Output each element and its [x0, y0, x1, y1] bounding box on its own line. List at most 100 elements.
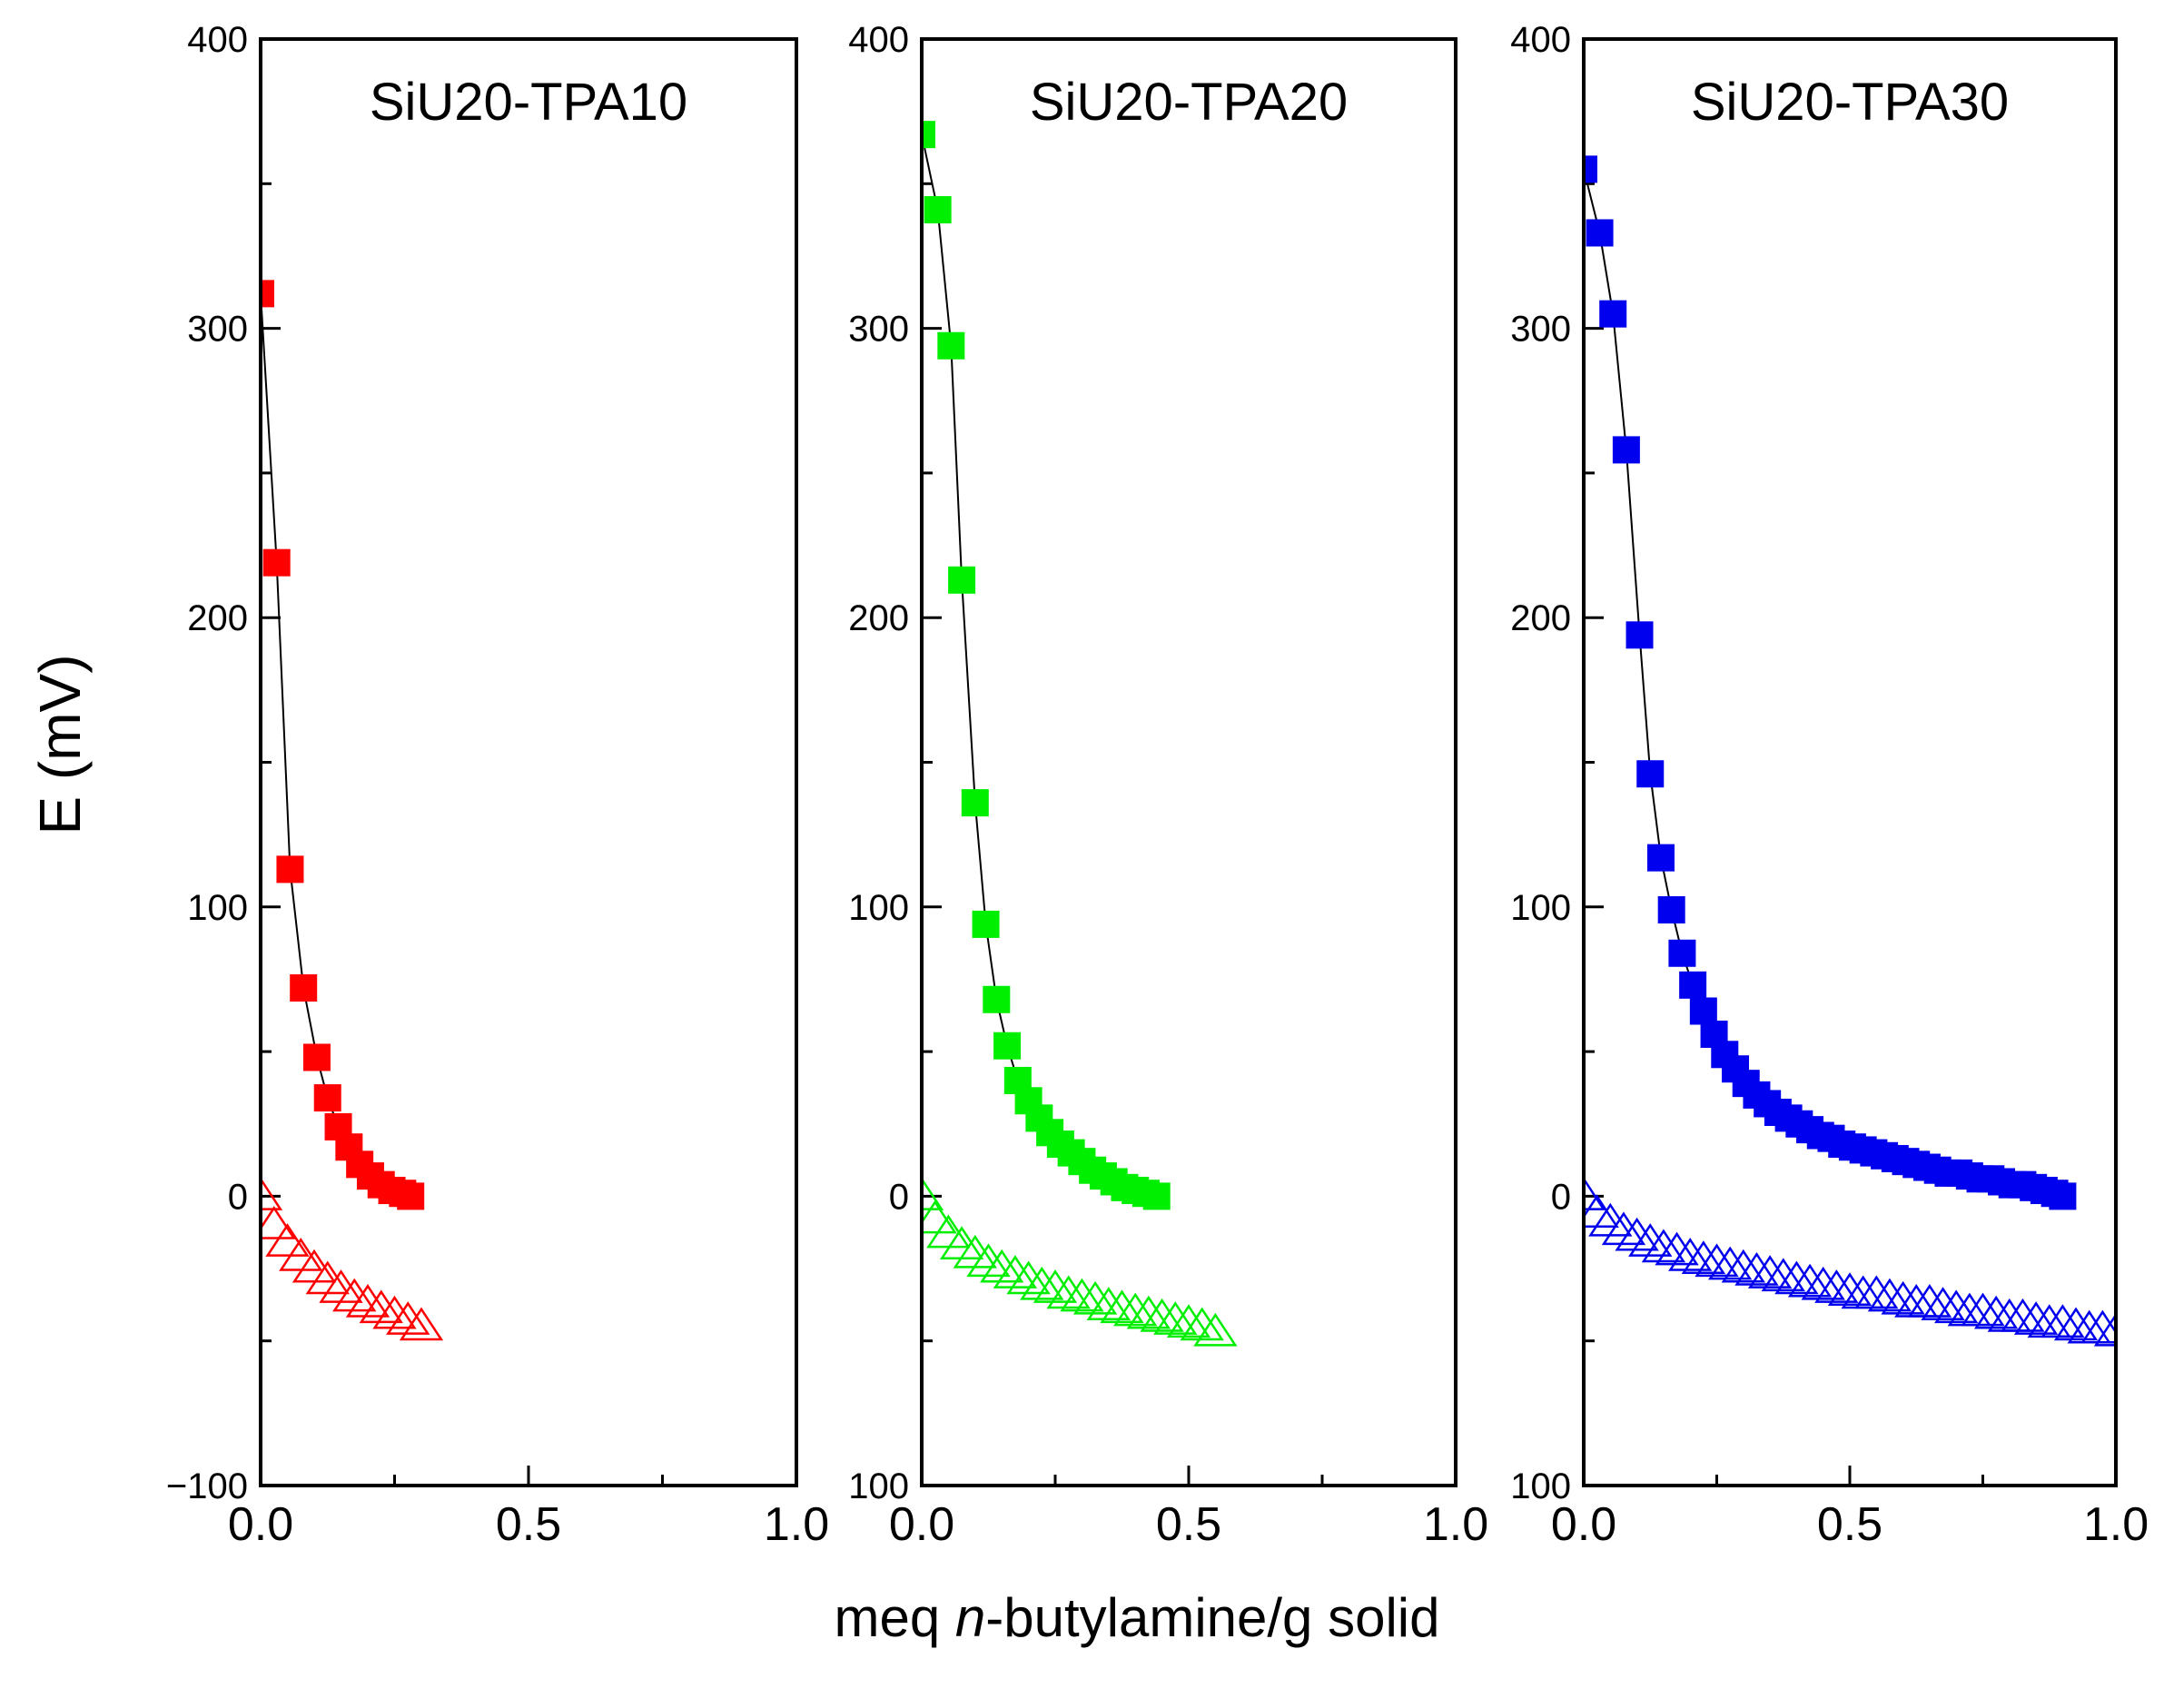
data-point-triangle: [1961, 1292, 2005, 1327]
y-tick-label: 100: [848, 1466, 909, 1506]
data-point-square: [1657, 895, 1685, 923]
panel-frame: [259, 37, 798, 1487]
data-point-square: [1689, 997, 1717, 1025]
data-point-triangle: [1761, 1258, 1805, 1292]
data-point-triangle: [1827, 1272, 1873, 1307]
data-point-triangle: [1072, 1280, 1118, 1315]
y-tick-label: 0: [1551, 1177, 1571, 1217]
data-point-triangle: [1020, 1266, 1064, 1300]
x-axis-title-italic: n: [955, 1587, 985, 1648]
data-point-triangle: [261, 1205, 296, 1239]
data-point-triangle: [1867, 1278, 1912, 1312]
data-point-triangle: [1787, 1263, 1833, 1298]
data-point-triangle: [305, 1260, 350, 1295]
data-point-square: [1646, 844, 1675, 872]
data-point-square: [922, 121, 935, 149]
data-point-square: [983, 985, 1011, 1013]
series-line: [261, 293, 411, 1198]
data-point-triangle: [1668, 1238, 1713, 1271]
x-tick-label: 0.5: [1156, 1498, 1221, 1551]
data-point-triangle: [1601, 1211, 1646, 1246]
panel-2-data: [922, 121, 1238, 1347]
data-point-square: [397, 1182, 425, 1210]
data-point-square: [1586, 219, 1614, 247]
y-tick-label: 100: [187, 888, 248, 928]
data-point-square: [924, 195, 952, 223]
data-point-triangle: [1774, 1260, 1819, 1295]
y-tick-label: 200: [848, 598, 909, 638]
data-point-triangle: [1584, 1177, 1606, 1210]
x-axis-title-part-1: meq: [834, 1587, 954, 1648]
panel-frame: [920, 37, 1457, 1487]
y-tick-label: 200: [1510, 598, 1571, 638]
series-line: [1584, 169, 2063, 1198]
data-point-triangle: [1166, 1304, 1211, 1338]
data-point-triangle: [1153, 1301, 1198, 1335]
y-axis-title: E (mV): [27, 654, 93, 834]
data-point-triangle: [1628, 1223, 1673, 1257]
x-tick-label: 0.0: [1551, 1498, 1616, 1551]
data-point-triangle: [2093, 1312, 2116, 1347]
data-point-square: [1612, 436, 1640, 464]
y-tick-label: 300: [848, 310, 909, 350]
y-tick-label: 0: [228, 1177, 248, 1217]
panel-title: SiU20-TPA20: [1030, 73, 1348, 132]
data-point-triangle: [1615, 1217, 1659, 1251]
data-point-square: [1679, 971, 1707, 999]
data-point-square: [1668, 939, 1696, 967]
data-point-triangle: [1695, 1243, 1739, 1278]
panel-title: SiU20-TPA30: [1691, 73, 2009, 132]
data-point-triangle: [1060, 1278, 1104, 1312]
y-tick-label: 100: [1510, 888, 1571, 928]
data-point-square: [2049, 1182, 2077, 1210]
x-tick-label: 0.0: [228, 1498, 293, 1551]
data-point-triangle: [2040, 1304, 2085, 1338]
data-point-triangle: [1100, 1289, 1144, 1324]
data-point-triangle: [1113, 1292, 1158, 1327]
data-point-triangle: [1973, 1295, 2019, 1329]
data-point-triangle: [1747, 1255, 1793, 1288]
data-point-triangle: [1033, 1269, 1078, 1303]
data-point-square: [948, 566, 976, 594]
data-point-triangle: [359, 1289, 403, 1324]
panel-title: SiU20-TPA10: [370, 73, 687, 132]
data-point-triangle: [2001, 1298, 2045, 1332]
x-tick-label: 1.0: [764, 1498, 829, 1551]
series-line: [922, 133, 1157, 1198]
data-point-triangle: [386, 1301, 430, 1335]
y-tick-label: 100: [1510, 1466, 1571, 1506]
data-point-triangle: [1934, 1289, 1979, 1324]
panel-frame: [1582, 37, 2118, 1487]
data-point-triangle: [1734, 1251, 1779, 1286]
data-point-triangle: [922, 1177, 944, 1210]
data-point-triangle: [980, 1249, 1024, 1283]
data-point-triangle: [1881, 1280, 1925, 1315]
data-point-triangle: [1907, 1284, 1952, 1318]
data-point-triangle: [265, 1223, 310, 1257]
data-point-triangle: [319, 1269, 363, 1303]
data-point-triangle: [372, 1295, 417, 1329]
data-point-square: [276, 855, 304, 884]
y-tick-label: −100: [166, 1466, 248, 1506]
data-point-triangle: [332, 1278, 377, 1312]
data-point-triangle: [1681, 1240, 1726, 1274]
data-point-triangle: [261, 1177, 283, 1210]
data-point-triangle: [993, 1255, 1038, 1288]
data-point-triangle: [1046, 1275, 1091, 1309]
y-tick-label: 400: [848, 20, 909, 60]
x-tick-label: 1.0: [2083, 1498, 2149, 1551]
data-point-triangle: [1801, 1266, 1845, 1300]
data-point-triangle: [1140, 1298, 1184, 1332]
y-tick-label: 300: [1510, 310, 1571, 350]
x-axis-title-part-2: -butylamine/g solid: [985, 1587, 1439, 1648]
data-point-square: [302, 1043, 331, 1071]
data-point-triangle: [953, 1234, 997, 1269]
data-point-triangle: [345, 1284, 390, 1318]
x-axis-title: meq n-butylamine/g solid: [834, 1587, 1439, 1648]
y-tick-label: 300: [187, 310, 248, 350]
data-point-triangle: [2053, 1307, 2099, 1341]
